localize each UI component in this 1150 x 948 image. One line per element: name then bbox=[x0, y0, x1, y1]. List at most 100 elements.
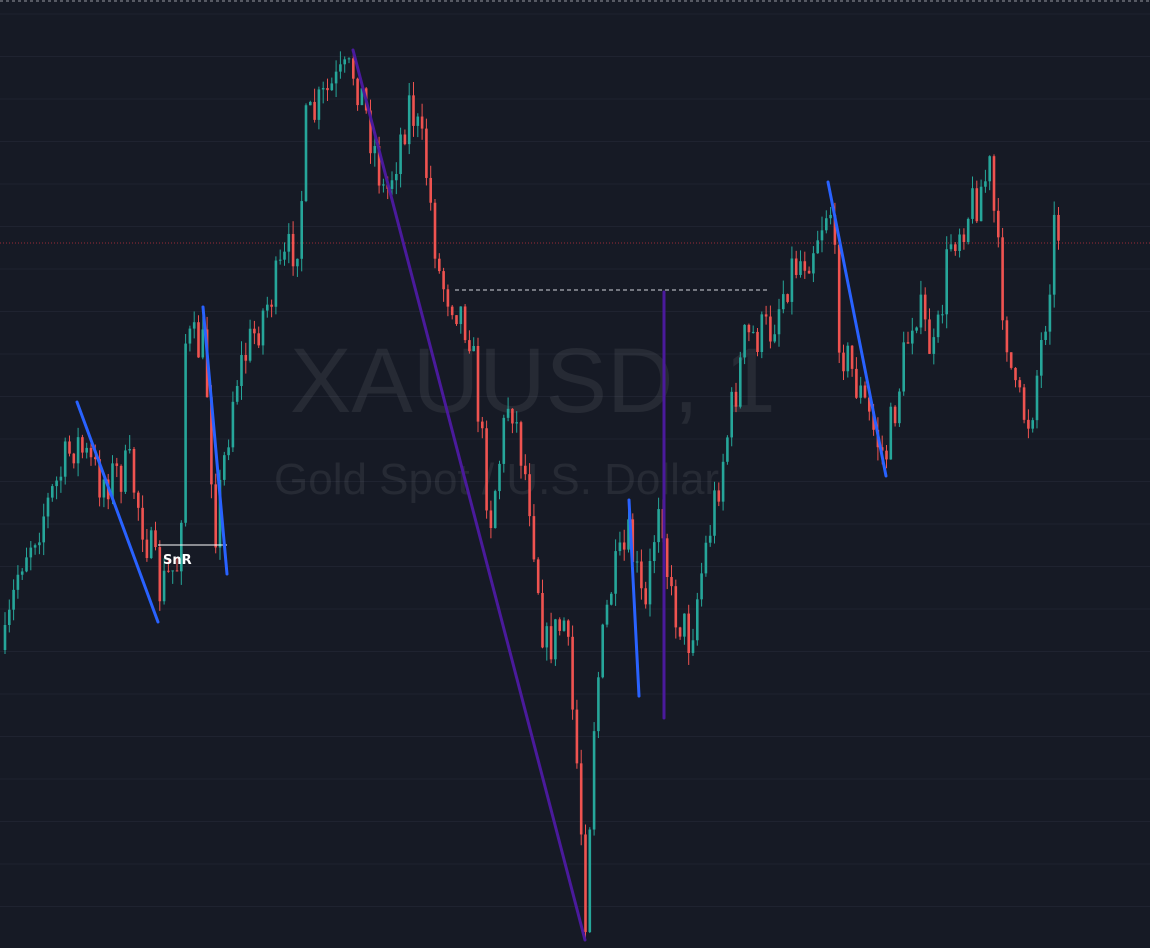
candle-body bbox=[536, 559, 540, 593]
candle-body bbox=[180, 522, 183, 572]
candle-body bbox=[395, 174, 398, 181]
candle-body bbox=[812, 253, 815, 274]
candle-body bbox=[274, 260, 278, 307]
candle-body bbox=[59, 476, 63, 481]
candle-body bbox=[571, 636, 574, 710]
candle-body bbox=[29, 547, 33, 558]
candle-body bbox=[158, 547, 162, 602]
candle-body bbox=[278, 259, 282, 261]
candle-body bbox=[42, 516, 45, 543]
candle-body bbox=[317, 89, 321, 120]
candle-body bbox=[777, 309, 781, 335]
candle-body bbox=[803, 261, 807, 271]
candle-body bbox=[1001, 237, 1004, 321]
candle-body bbox=[403, 134, 407, 145]
candle-body bbox=[941, 314, 944, 316]
candle-body bbox=[511, 408, 514, 424]
candle-body bbox=[794, 258, 798, 275]
candle-body bbox=[128, 448, 131, 451]
candle-body bbox=[739, 357, 742, 407]
trend-line bbox=[627, 498, 641, 698]
candle-body bbox=[390, 180, 394, 189]
trend-line bbox=[201, 305, 229, 576]
candle-body bbox=[485, 428, 488, 511]
candle-body bbox=[506, 408, 510, 418]
candle-body bbox=[640, 561, 643, 589]
candle-body bbox=[519, 422, 523, 466]
candle-body bbox=[734, 391, 738, 407]
candle-body bbox=[868, 397, 871, 412]
candle-body bbox=[111, 463, 114, 500]
candle-body bbox=[885, 450, 888, 460]
candle-body bbox=[25, 557, 28, 572]
candle-body bbox=[141, 507, 144, 540]
candle-body bbox=[1052, 214, 1056, 295]
candle-body bbox=[16, 574, 20, 590]
candle-body bbox=[223, 455, 226, 480]
candle-body bbox=[369, 110, 372, 154]
candle-body bbox=[343, 59, 346, 65]
candle-body bbox=[63, 441, 67, 477]
candle-body bbox=[644, 588, 647, 605]
candle-body bbox=[717, 490, 721, 502]
candle-body bbox=[498, 463, 501, 492]
candle-body bbox=[919, 294, 923, 328]
candle-body bbox=[691, 640, 695, 653]
candle-body bbox=[270, 304, 273, 307]
candle-body bbox=[184, 343, 187, 523]
candle-body bbox=[154, 530, 157, 548]
candle-body bbox=[575, 709, 579, 764]
candle-body bbox=[648, 560, 652, 605]
candle-body bbox=[231, 401, 235, 448]
candle-body bbox=[412, 95, 415, 126]
candle-body bbox=[730, 391, 733, 438]
candle-body bbox=[696, 599, 699, 641]
candle-body bbox=[846, 345, 850, 372]
candle-body bbox=[489, 510, 493, 529]
candle-body bbox=[175, 570, 179, 572]
candle-body bbox=[240, 354, 243, 386]
candle-body bbox=[855, 368, 858, 398]
candle-body bbox=[313, 101, 316, 120]
candle-body bbox=[601, 624, 604, 678]
candle-body bbox=[764, 314, 768, 317]
candle-body bbox=[880, 447, 884, 451]
candle-body bbox=[975, 188, 979, 222]
candle-body bbox=[889, 406, 893, 460]
candle-body bbox=[455, 315, 458, 325]
candle-body bbox=[85, 447, 88, 453]
candle-body bbox=[3, 625, 7, 650]
candle-body bbox=[171, 570, 174, 572]
candle-body bbox=[382, 184, 385, 186]
candle-body bbox=[145, 539, 149, 558]
candle-body bbox=[76, 437, 80, 464]
candle-body bbox=[296, 258, 299, 267]
candle-body bbox=[988, 156, 991, 182]
candle-body bbox=[321, 88, 325, 90]
candle-body bbox=[493, 491, 497, 529]
candle-body bbox=[197, 322, 200, 358]
candle-body bbox=[592, 731, 596, 830]
candle-body bbox=[954, 244, 957, 251]
candle-body bbox=[807, 270, 811, 274]
candle-body bbox=[820, 230, 824, 241]
candle-body bbox=[481, 421, 484, 429]
candle-body bbox=[816, 240, 819, 254]
candle-body bbox=[773, 334, 776, 342]
candle-body bbox=[55, 480, 58, 487]
candle-body bbox=[532, 516, 536, 560]
candle-body bbox=[192, 322, 196, 329]
candle-body bbox=[287, 233, 291, 252]
trend-line bbox=[75, 400, 160, 624]
candle-body bbox=[726, 437, 729, 462]
candle-body bbox=[433, 202, 437, 259]
candle-body bbox=[450, 306, 454, 316]
candle-body bbox=[962, 234, 966, 243]
watermark-description: Gold Spot / U.S. Dollar bbox=[274, 455, 719, 504]
candle-body bbox=[89, 447, 93, 458]
candle-body bbox=[244, 354, 248, 361]
candle-body bbox=[859, 385, 862, 398]
candle-body bbox=[670, 577, 673, 587]
